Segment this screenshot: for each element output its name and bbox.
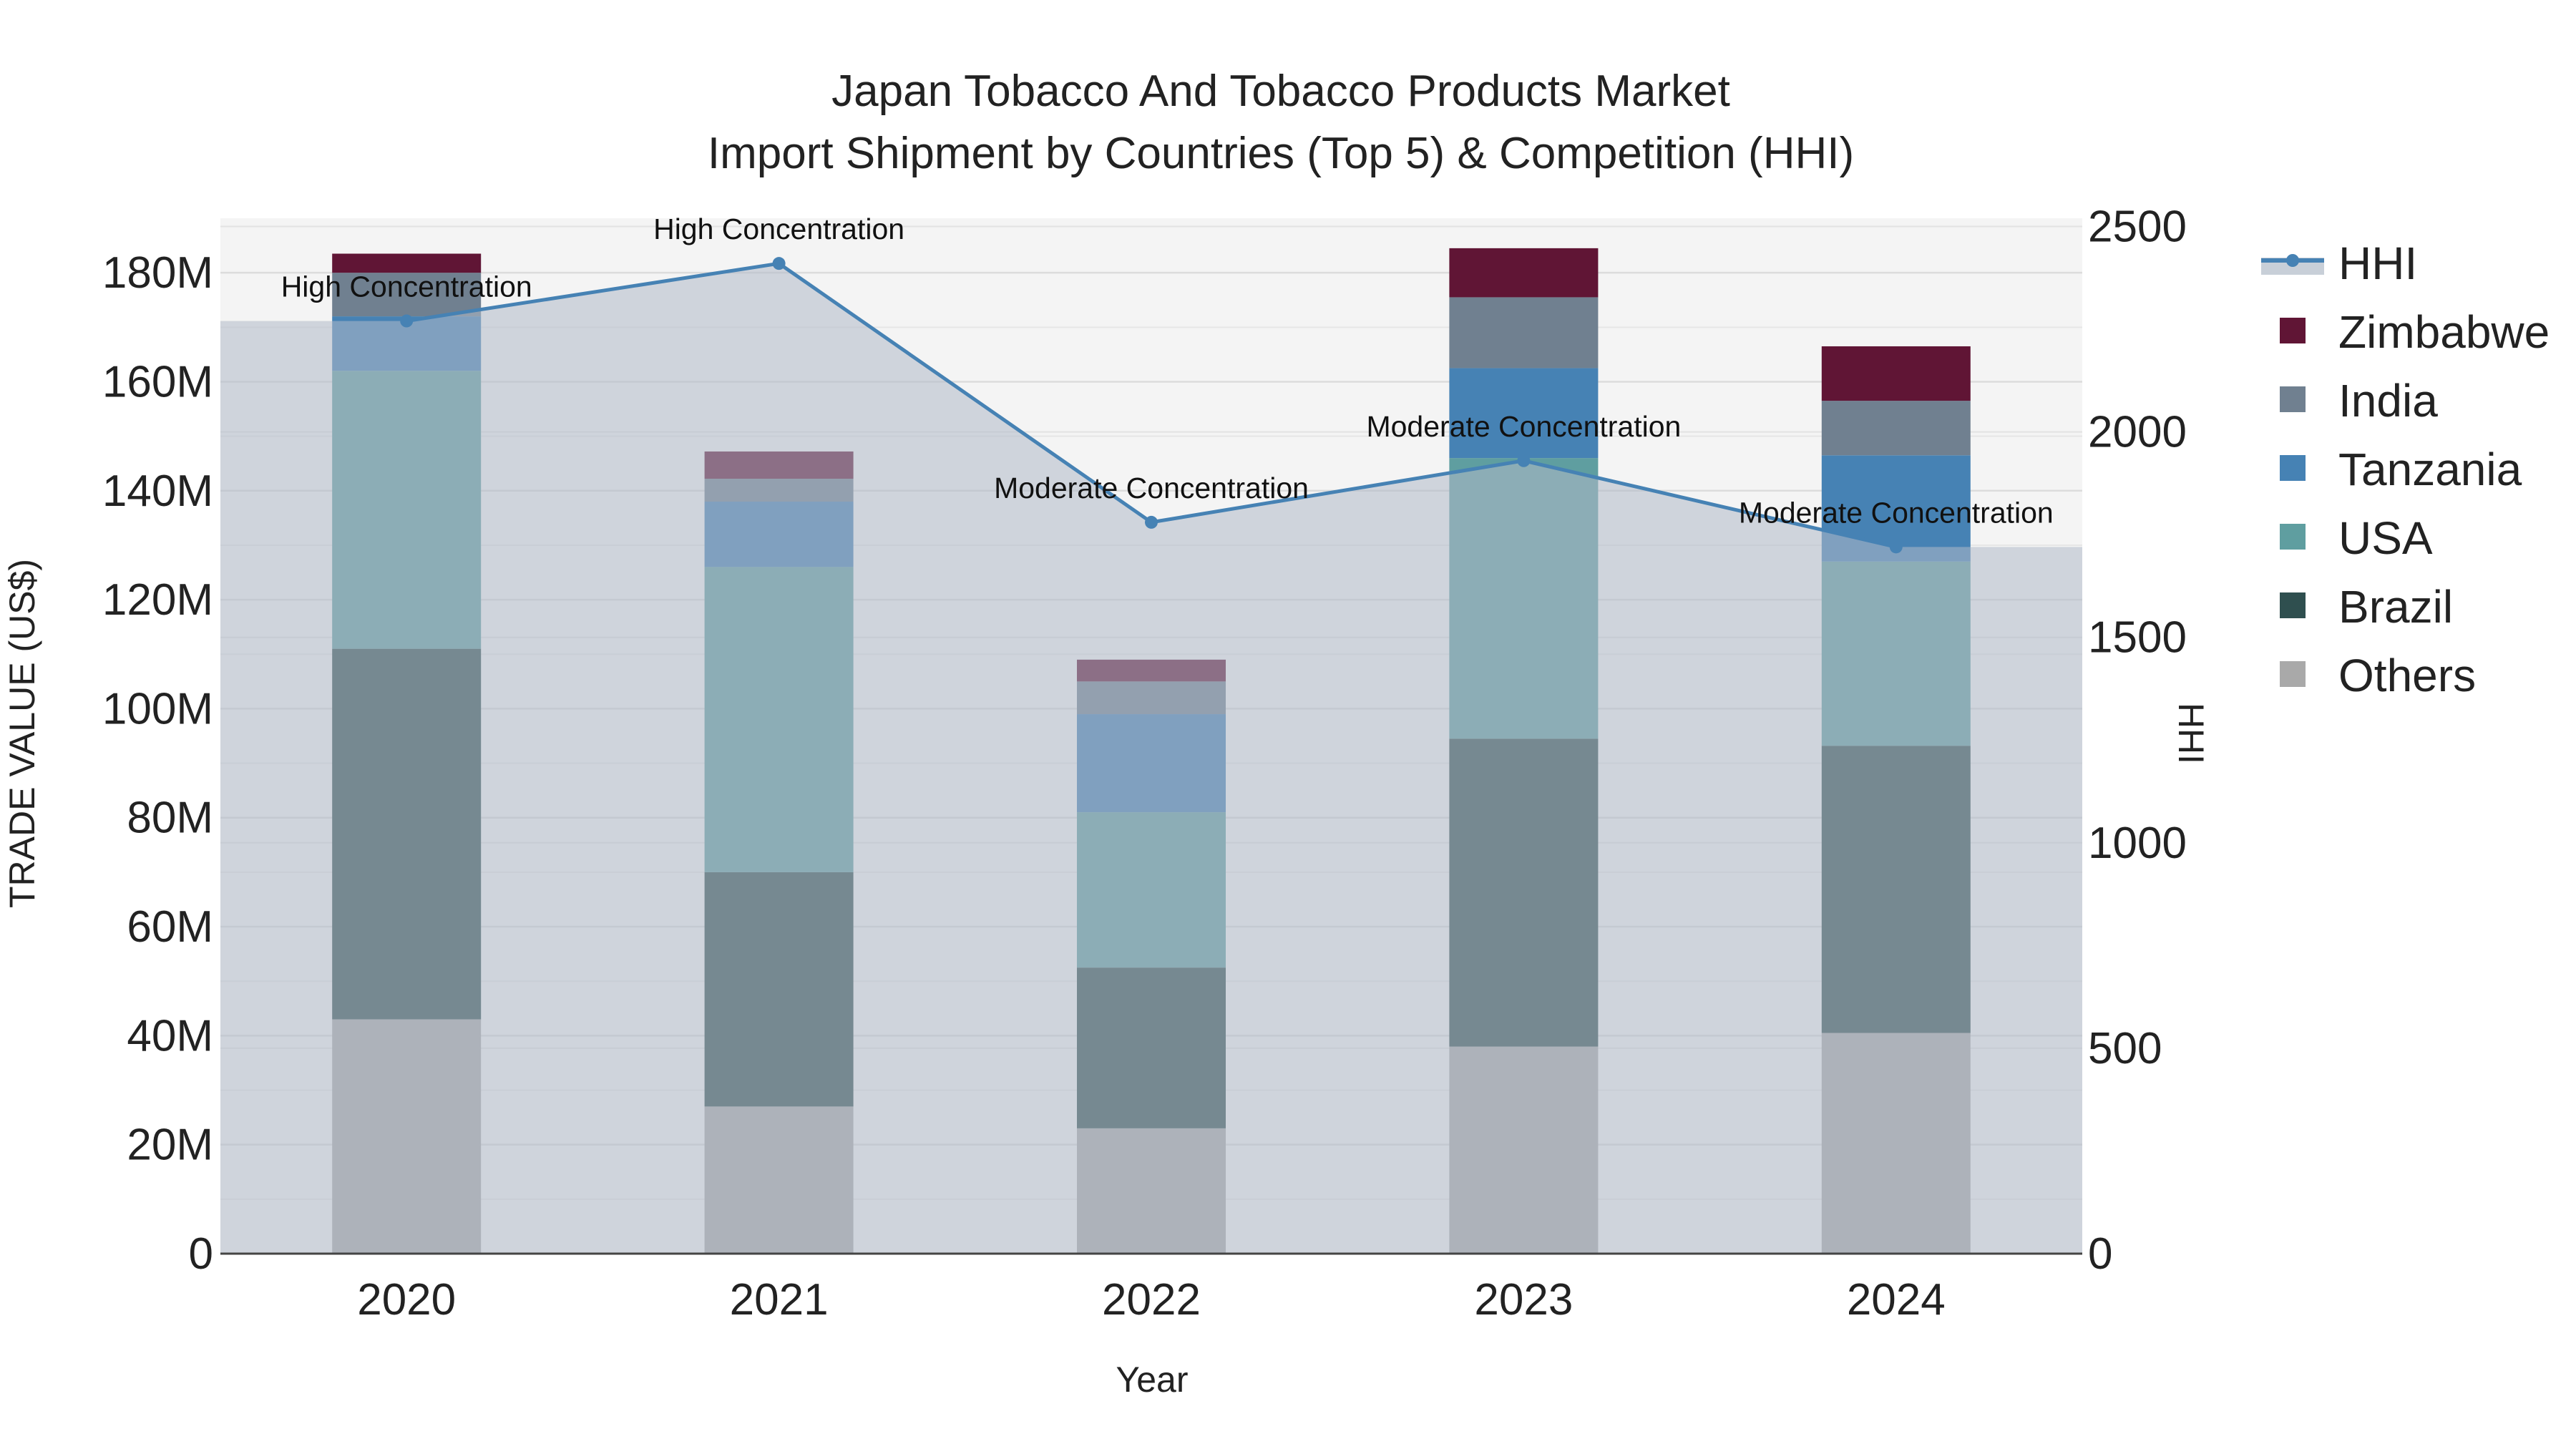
x-axis-ticks: 2020 2021 2022 2023 2024 xyxy=(357,1275,1946,1324)
y-tick-label: 0 xyxy=(189,1229,213,1279)
chart-title: Japan Tobacco And Tobacco Products Marke… xyxy=(831,67,1730,116)
legend-label-usa: USA xyxy=(2338,512,2433,564)
legend-label-zimbabwe: Zimbabwe xyxy=(2338,306,2550,358)
x-tick-label: 2020 xyxy=(357,1275,456,1324)
bar-zimbabwe-2023 xyxy=(1449,248,1599,298)
y2-tick-label: 2000 xyxy=(2088,408,2187,457)
legend-label-india: India xyxy=(2338,375,2438,426)
y-tick-label: 140M xyxy=(102,467,213,516)
hhi-annotation: High Concentration xyxy=(281,270,532,303)
legend: HHI Zimbabwe India Tanzania USA Brazil Others xyxy=(2261,238,2550,701)
hhi-annotations: High Concentration High Concentration Mode… xyxy=(281,213,2054,529)
hhi-area xyxy=(220,263,2082,1254)
legend-swatch-brazil xyxy=(2280,592,2306,618)
x-tick-label: 2022 xyxy=(1102,1275,1201,1324)
y2-tick-label: 0 xyxy=(2088,1229,2112,1279)
legend-label-hhi: HHI xyxy=(2338,238,2417,289)
x-tick-label: 2024 xyxy=(1847,1275,1946,1324)
hhi-point-2022 xyxy=(1145,515,1158,529)
y-tick-label: 160M xyxy=(102,357,213,406)
x-tick-label: 2023 xyxy=(1474,1275,1573,1324)
y2-axis-ticks: 0 500 1000 1500 2000 2500 xyxy=(2088,202,2187,1279)
y-tick-label: 180M xyxy=(102,248,213,298)
hhi-markers xyxy=(400,257,1903,554)
bar-india-2024 xyxy=(1821,401,1971,456)
y2-tick-label: 1500 xyxy=(2088,613,2187,663)
bar-tanzania-2023 xyxy=(1449,368,1599,459)
legend-label-tanzania: Tanzania xyxy=(2338,444,2522,495)
chart-subtitle: Import Shipment by Countries (Top 5) & C… xyxy=(708,129,1854,178)
y-tick-label: 20M xyxy=(127,1121,213,1170)
y2-axis-title: HHI xyxy=(2171,703,2211,764)
hhi-point-2023 xyxy=(1517,454,1531,467)
legend-swatch-india xyxy=(2280,386,2306,412)
legend-swatch-tanzania xyxy=(2280,455,2306,481)
y-tick-label: 120M xyxy=(102,575,213,625)
y-tick-label: 40M xyxy=(127,1011,213,1060)
hhi-point-2024 xyxy=(1889,540,1903,554)
y-tick-label: 80M xyxy=(127,794,213,843)
legend-label-others: Others xyxy=(2338,650,2476,701)
legend-swatch-usa xyxy=(2280,524,2306,550)
hhi-point-2020 xyxy=(400,314,414,328)
bar-india-2020 xyxy=(332,273,482,317)
x-tick-label: 2021 xyxy=(730,1275,829,1324)
hhi-point-2021 xyxy=(772,257,786,270)
y2-tick-label: 500 xyxy=(2088,1024,2162,1073)
legend-hhi-marker xyxy=(2286,254,2299,267)
legend-label-brazil: Brazil xyxy=(2338,581,2453,633)
y2-tick-label: 1000 xyxy=(2088,819,2187,868)
y-axis-title: TRADE VALUE (US$) xyxy=(2,559,42,908)
legend-swatch-others xyxy=(2280,661,2306,687)
hhi-annotation: Moderate Concentration xyxy=(1366,410,1681,443)
y-axis-ticks: 0 20M 40M 60M 80M 100M 120M 140M 160M 180M xyxy=(102,248,213,1279)
hhi-annotation: Moderate Concentration xyxy=(994,472,1309,504)
legend-swatch-zimbabwe xyxy=(2280,318,2306,343)
bar-zimbabwe-2024 xyxy=(1821,346,1971,401)
y-tick-label: 60M xyxy=(127,902,213,952)
hhi-annotation: High Concentration xyxy=(653,213,904,245)
bar-india-2023 xyxy=(1449,297,1599,369)
hhi-annotation: Moderate Concentration xyxy=(1739,496,2054,529)
y-tick-label: 100M xyxy=(102,684,213,733)
bar-zimbabwe-2020 xyxy=(332,253,482,273)
x-axis-title: Year xyxy=(1116,1360,1188,1400)
y2-tick-label: 2500 xyxy=(2088,202,2187,251)
